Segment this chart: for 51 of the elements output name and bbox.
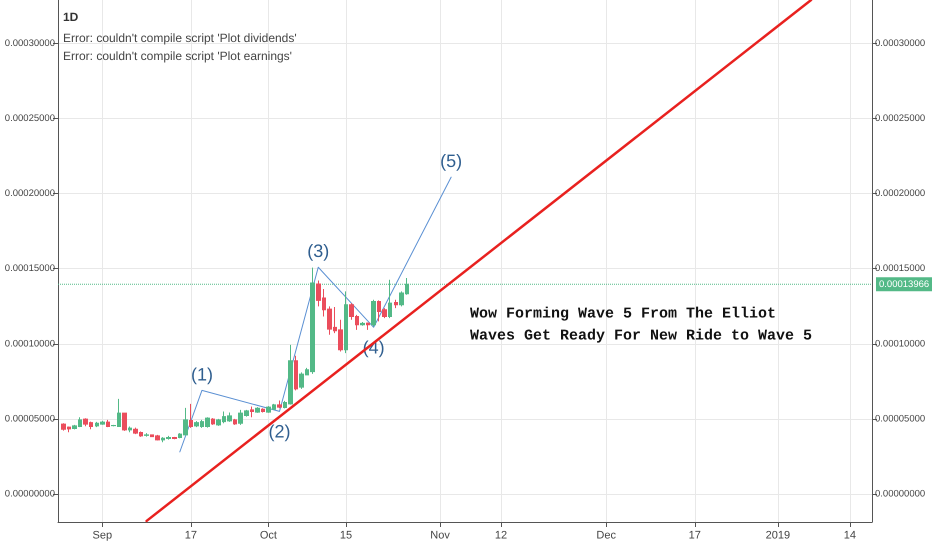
candlestick: [344, 290, 348, 354]
text: 1D: [63, 10, 79, 24]
y-tick-label: 0.00030000: [4, 38, 55, 50]
candlestick: [255, 406, 260, 414]
x-tick-label: Nov: [430, 530, 450, 542]
candlestick: [371, 299, 376, 328]
y2-tick-label: 0.00020000: [875, 188, 926, 200]
x-tick-label: 14: [844, 530, 856, 542]
x-tick-label: 12: [494, 530, 508, 542]
x-tick-label: Oct: [260, 530, 277, 542]
text: Error: couldn't compile script 'Plot dividends' Error: couldn't compile script 'Plot earnings': [63, 31, 297, 63]
annotation: Wow Forming Wave 5 From The Elliot Waves Get Ready For New Ride to Wave 5: [470, 306, 812, 344]
y2-tick-label: 0.00005000: [875, 413, 926, 424]
candlestick: [277, 400, 282, 409]
candlestick: [122, 412, 127, 432]
candlestick: [366, 322, 370, 330]
candlestick: [144, 432, 149, 438]
candlestick: [360, 322, 365, 326]
annotation: (5): [440, 151, 462, 172]
x-tick-label: 15: [340, 530, 352, 542]
x-tick-label: 17: [184, 530, 198, 542]
candlestick: [211, 418, 215, 426]
x-tick-label: 17: [688, 530, 701, 542]
y2-tick-label: 0.00010000: [875, 338, 926, 350]
annotation: (1): [190, 364, 213, 384]
candlestick: [106, 419, 110, 428]
candlestick: [250, 406, 254, 418]
y2-tick-label: 0.00030000: [875, 38, 926, 50]
line-series: [179, 176, 452, 452]
x-tick-label: Sep: [92, 530, 112, 542]
x-tick-label: Dec: [596, 530, 616, 542]
candlestick: [189, 403, 193, 428]
ref-line-label: 0.00013966: [879, 278, 930, 290]
y-tick-label: 0.00020000: [4, 188, 55, 200]
candlestick: [172, 436, 177, 440]
annotation: (2): [268, 421, 290, 442]
y2-tick-label: 0.00025000: [875, 113, 926, 124]
candlestick: [261, 408, 265, 414]
x-tick-label: 2019: [766, 530, 790, 542]
y2-tick-label: 0.00000000: [875, 488, 926, 500]
y-tick-label: 0.00000000: [4, 488, 55, 500]
y-tick-label: 0.00010000: [4, 338, 55, 350]
candlestick: [394, 299, 398, 309]
y2-tick-label: 0.00015000: [875, 263, 926, 274]
y-tick-label: 0.00025000: [4, 113, 55, 124]
candlestick: [294, 355, 298, 391]
y-tick-label: 0.00015000: [4, 263, 55, 274]
candlestick: [233, 418, 237, 426]
annotation: (3): [307, 241, 330, 262]
y-tick-label: 0.00005000: [4, 413, 55, 424]
candlestick: [128, 426, 132, 433]
